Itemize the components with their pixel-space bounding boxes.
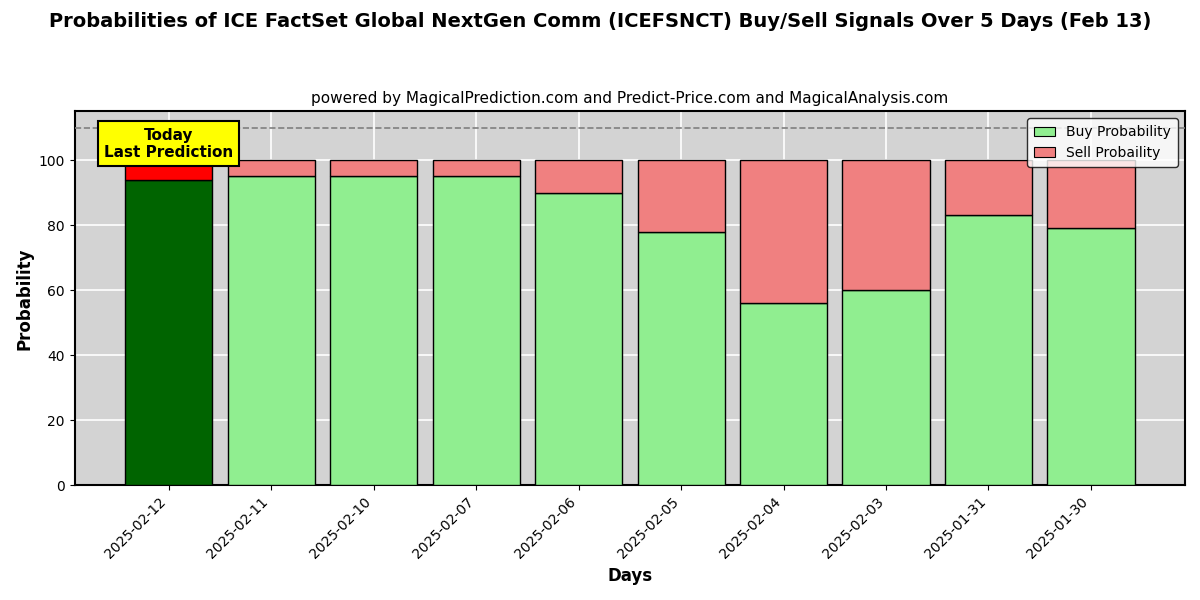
Bar <box>944 160 1032 215</box>
Title: powered by MagicalPrediction.com and Predict-Price.com and MagicalAnalysis.com: powered by MagicalPrediction.com and Pre… <box>311 91 948 106</box>
X-axis label: Days: Days <box>607 567 653 585</box>
Bar <box>330 160 418 176</box>
Bar <box>330 176 418 485</box>
Text: Today
Last Prediction: Today Last Prediction <box>104 128 233 160</box>
Bar <box>637 160 725 232</box>
Bar <box>637 232 725 485</box>
Bar <box>1048 160 1134 229</box>
Bar <box>535 160 622 193</box>
Bar <box>432 160 520 176</box>
Y-axis label: Probability: Probability <box>16 247 34 350</box>
Legend: Buy Probability, Sell Probaility: Buy Probability, Sell Probaility <box>1027 118 1178 167</box>
Bar <box>228 176 314 485</box>
Bar <box>740 303 827 485</box>
Bar <box>125 160 212 179</box>
Bar <box>125 179 212 485</box>
Bar <box>842 290 930 485</box>
Bar <box>740 160 827 303</box>
Bar <box>1048 229 1134 485</box>
Text: Probabilities of ICE FactSet Global NextGen Comm (ICEFSNCT) Buy/Sell Signals Ove: Probabilities of ICE FactSet Global Next… <box>49 12 1151 31</box>
Bar <box>944 215 1032 485</box>
Bar <box>842 160 930 290</box>
Bar <box>432 176 520 485</box>
Bar <box>535 193 622 485</box>
Bar <box>228 160 314 176</box>
